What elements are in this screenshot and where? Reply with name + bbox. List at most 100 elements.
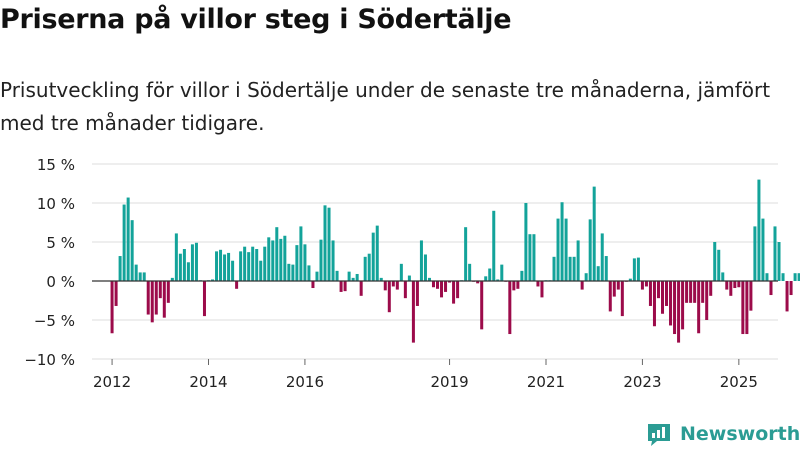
x-tick-label: 2016 [286, 373, 324, 391]
y-tick-label: 5 % [46, 234, 75, 252]
bar [572, 256, 576, 281]
bar [295, 245, 299, 281]
bar [717, 249, 721, 281]
bar [552, 256, 556, 281]
bar [693, 281, 697, 303]
bar [749, 281, 753, 311]
bar [733, 281, 737, 289]
bar [431, 281, 435, 288]
bar [371, 232, 375, 281]
bar [138, 272, 142, 281]
bar [757, 179, 761, 281]
bar [403, 281, 407, 299]
bar [705, 281, 709, 320]
y-tick-label: 0 % [46, 273, 75, 291]
bar [215, 251, 219, 281]
bar [632, 258, 636, 281]
bar [323, 205, 327, 281]
bar [227, 252, 231, 281]
bar [118, 256, 122, 281]
bar [158, 281, 162, 299]
bar [174, 233, 178, 281]
bar [239, 251, 243, 281]
bar [765, 273, 769, 281]
bar [584, 273, 588, 281]
bar [130, 220, 134, 281]
bar [556, 218, 560, 281]
bar [725, 281, 729, 290]
bar [299, 226, 303, 281]
brand-name: Newsworthy [680, 423, 800, 445]
bar [315, 271, 319, 281]
bar [166, 281, 170, 303]
bar [182, 249, 186, 281]
y-tick-label: 15 % [37, 156, 75, 174]
bar [452, 281, 456, 304]
bar [335, 270, 339, 281]
bar [339, 281, 343, 292]
bar [311, 281, 315, 289]
chart-title: Priserna på villor steg i Södertälje [0, 4, 512, 35]
newsworthy-logo[interactable]: Newsworthy [645, 420, 800, 448]
bar [411, 281, 415, 343]
bar [456, 281, 460, 299]
bar [267, 237, 271, 281]
bar [528, 234, 532, 281]
bar [154, 281, 158, 315]
bar [536, 281, 540, 287]
bar [681, 281, 685, 330]
bar [560, 202, 564, 281]
bar [745, 281, 749, 335]
bar [391, 281, 395, 287]
bar [596, 266, 600, 281]
bar [279, 238, 283, 281]
bar [661, 281, 665, 314]
x-tick-label: 2025 [720, 373, 758, 391]
bar [656, 281, 660, 299]
bar [355, 273, 359, 281]
bar [677, 281, 681, 343]
bar [178, 253, 182, 281]
bar [427, 277, 431, 281]
bar [685, 281, 689, 303]
bar [399, 263, 403, 281]
bar [363, 256, 367, 281]
bar [644, 281, 648, 287]
bar [440, 281, 444, 298]
bar [275, 227, 279, 281]
bar [797, 273, 800, 281]
bar [709, 281, 713, 296]
bar [367, 253, 371, 281]
bar [516, 281, 520, 289]
bar [721, 272, 725, 281]
bar [648, 281, 652, 306]
chart-subtitle: Prisutveckling för villor i Södertälje u… [0, 78, 771, 135]
bar [564, 218, 568, 281]
bar [492, 210, 496, 281]
x-tick-label: 2019 [430, 373, 468, 391]
bar [263, 246, 267, 281]
bar [600, 233, 604, 281]
bar [247, 252, 251, 281]
bar [271, 240, 275, 281]
bar [122, 204, 126, 281]
bar [496, 279, 500, 281]
bar [448, 281, 452, 283]
bar [785, 281, 789, 312]
bar [689, 281, 693, 303]
bar [665, 281, 669, 306]
bar [761, 218, 765, 281]
bar [186, 262, 190, 281]
bar [162, 281, 166, 318]
bar [628, 278, 632, 281]
bar [211, 279, 215, 281]
bar [219, 249, 223, 281]
bar [701, 281, 705, 303]
bar [741, 281, 745, 335]
bar [150, 281, 154, 323]
bar [223, 254, 227, 281]
bar [476, 281, 480, 284]
bar [235, 281, 239, 289]
bar [500, 264, 504, 281]
